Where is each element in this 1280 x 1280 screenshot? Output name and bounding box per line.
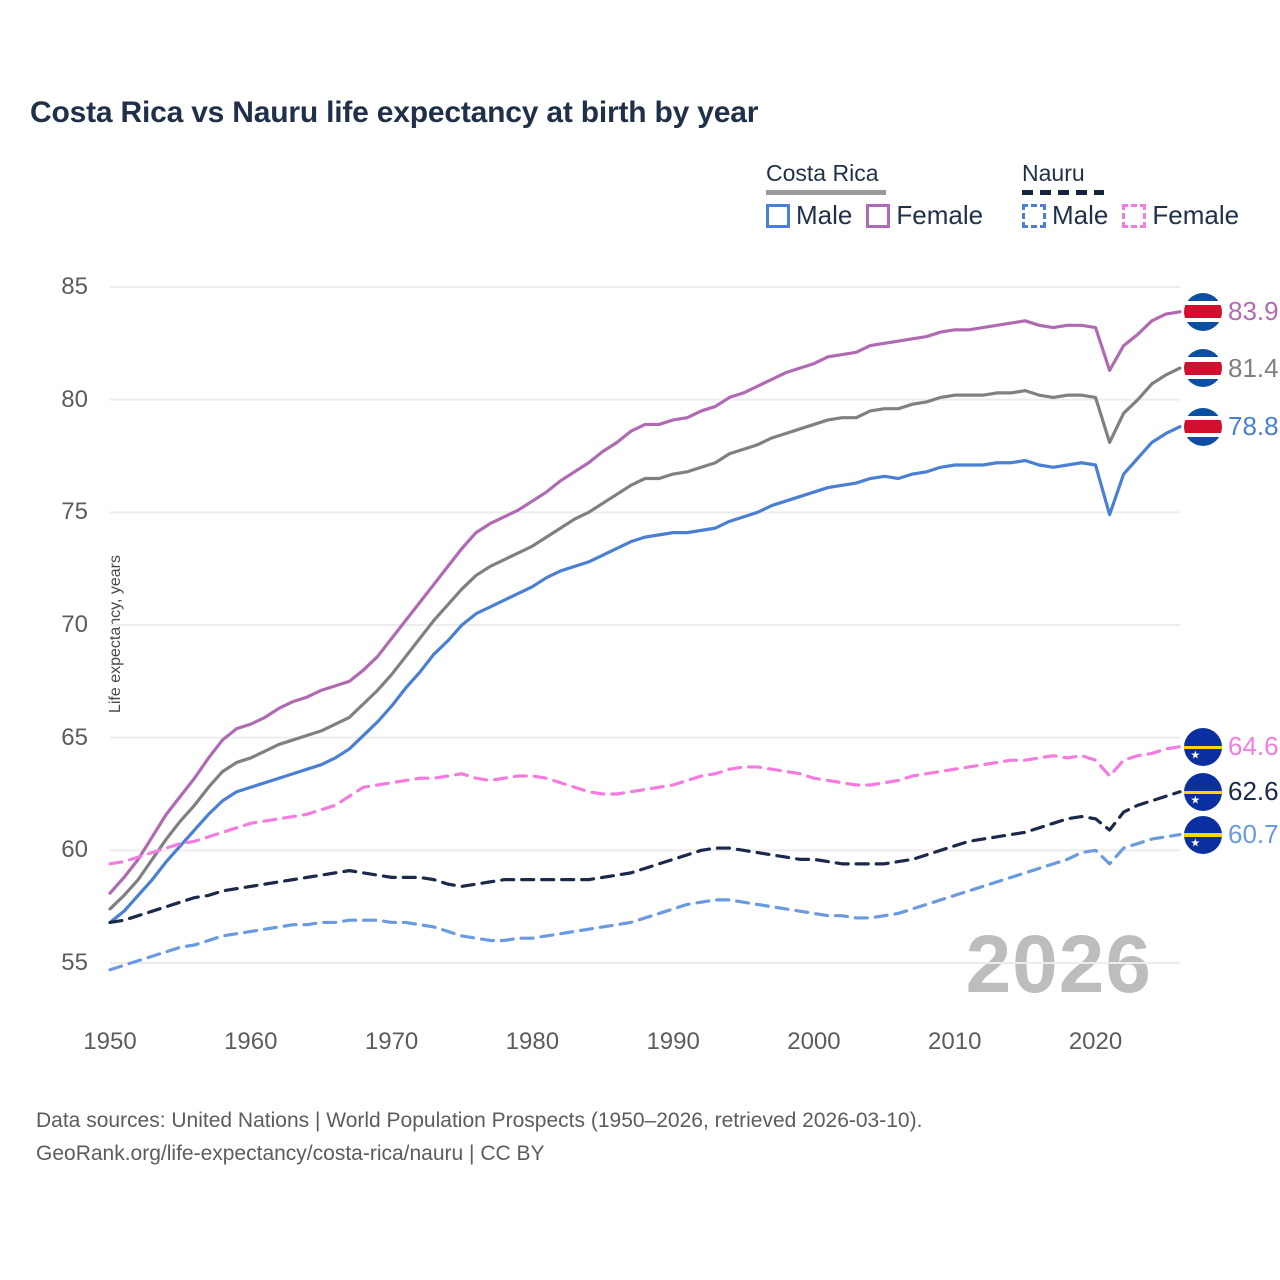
y-tick-label: 85 xyxy=(61,273,88,300)
x-tick-label: 1950 xyxy=(83,1028,137,1055)
end-value: 60.7 xyxy=(1228,819,1279,850)
costa-rica-flag-icon xyxy=(1184,349,1222,388)
nauru-flag-icon xyxy=(1184,772,1222,811)
year-watermark: 2026 xyxy=(965,919,1152,1010)
nauru-flag-icon xyxy=(1184,727,1222,766)
y-tick-label: 55 xyxy=(61,949,88,976)
x-tick-label: 1980 xyxy=(505,1028,560,1055)
costa-rica-flag-icon xyxy=(1184,407,1222,446)
chart-footer: Data sources: United Nations | World Pop… xyxy=(36,1105,922,1170)
x-tick-label: 2010 xyxy=(928,1028,982,1055)
y-tick-label: 60 xyxy=(61,836,88,864)
legend-item-nauru-female[interactable]: Female xyxy=(1122,200,1239,231)
series-line-1 xyxy=(108,366,1182,911)
x-tick-label: 1970 xyxy=(364,1028,419,1055)
end-value: 83.9 xyxy=(1228,296,1279,327)
end-label-costa-rica: 78.8 xyxy=(1184,407,1279,446)
series-line-2 xyxy=(108,425,1182,925)
legend-group-nauru: Nauru Male Female xyxy=(1022,160,1239,230)
page-title: Costa Rica vs Nauru life expectancy at b… xyxy=(30,96,759,129)
nauru-flag-icon xyxy=(1184,815,1222,854)
end-value: 62.6 xyxy=(1228,776,1279,807)
end-label-costa-rica: 81.4 xyxy=(1184,349,1279,388)
footer-sources: Data sources: United Nations | World Pop… xyxy=(36,1109,923,1132)
legend-swatch-icon xyxy=(766,203,790,228)
x-tick-label: 1990 xyxy=(646,1028,700,1055)
legend-swatch-icon xyxy=(1122,203,1147,228)
legend-rule-dashed-icon xyxy=(1022,190,1104,195)
end-label-nauru: 60.7 xyxy=(1184,815,1279,854)
legend-label: Male xyxy=(1052,200,1109,230)
series-line-0 xyxy=(108,310,1182,895)
end-label-costa-rica: 83.9 xyxy=(1184,292,1279,331)
legend-item-costa-rica-female[interactable]: Female xyxy=(866,200,983,231)
legend-group-title-costa-rica: Costa Rica xyxy=(766,160,879,186)
x-tick-label: 2020 xyxy=(1068,1028,1123,1055)
end-label-nauru: 64.6 xyxy=(1184,727,1279,766)
legend-label: Female xyxy=(896,200,984,230)
y-tick-label: 65 xyxy=(61,723,88,751)
end-value: 64.6 xyxy=(1228,731,1279,762)
legend-swatch-icon xyxy=(1022,203,1046,228)
series-line-4 xyxy=(108,790,1182,925)
legend-group-costa-rica: Costa Rica Male Female xyxy=(766,160,983,230)
y-tick-label: 75 xyxy=(61,498,88,526)
legend-rule-solid-icon xyxy=(766,190,886,195)
legend-label: Male xyxy=(796,200,853,230)
legend-item-nauru-male[interactable]: Male xyxy=(1022,200,1108,231)
costa-rica-flag-icon xyxy=(1184,292,1222,331)
x-tick-label: 1960 xyxy=(224,1028,278,1055)
end-value: 81.4 xyxy=(1228,352,1279,383)
legend-swatch-icon xyxy=(866,203,891,228)
legend-item-costa-rica-male[interactable]: Male xyxy=(766,200,852,231)
y-tick-label: 70 xyxy=(61,611,88,638)
x-tick-label: 2000 xyxy=(787,1028,841,1055)
legend-label: Female xyxy=(1152,200,1240,230)
footer-attribution: GeoRank.org/life-expectancy/costa-rica/n… xyxy=(36,1141,545,1165)
legend-group-title-nauru: Nauru xyxy=(1022,160,1085,186)
end-label-nauru: 62.6 xyxy=(1184,772,1279,811)
series-line-3 xyxy=(108,745,1182,866)
end-value: 78.8 xyxy=(1228,411,1279,442)
series-line-5 xyxy=(108,832,1182,972)
chart-legend: Costa Rica Male Female Nauru Male xyxy=(760,160,1260,250)
y-tick-label: 80 xyxy=(61,385,88,413)
